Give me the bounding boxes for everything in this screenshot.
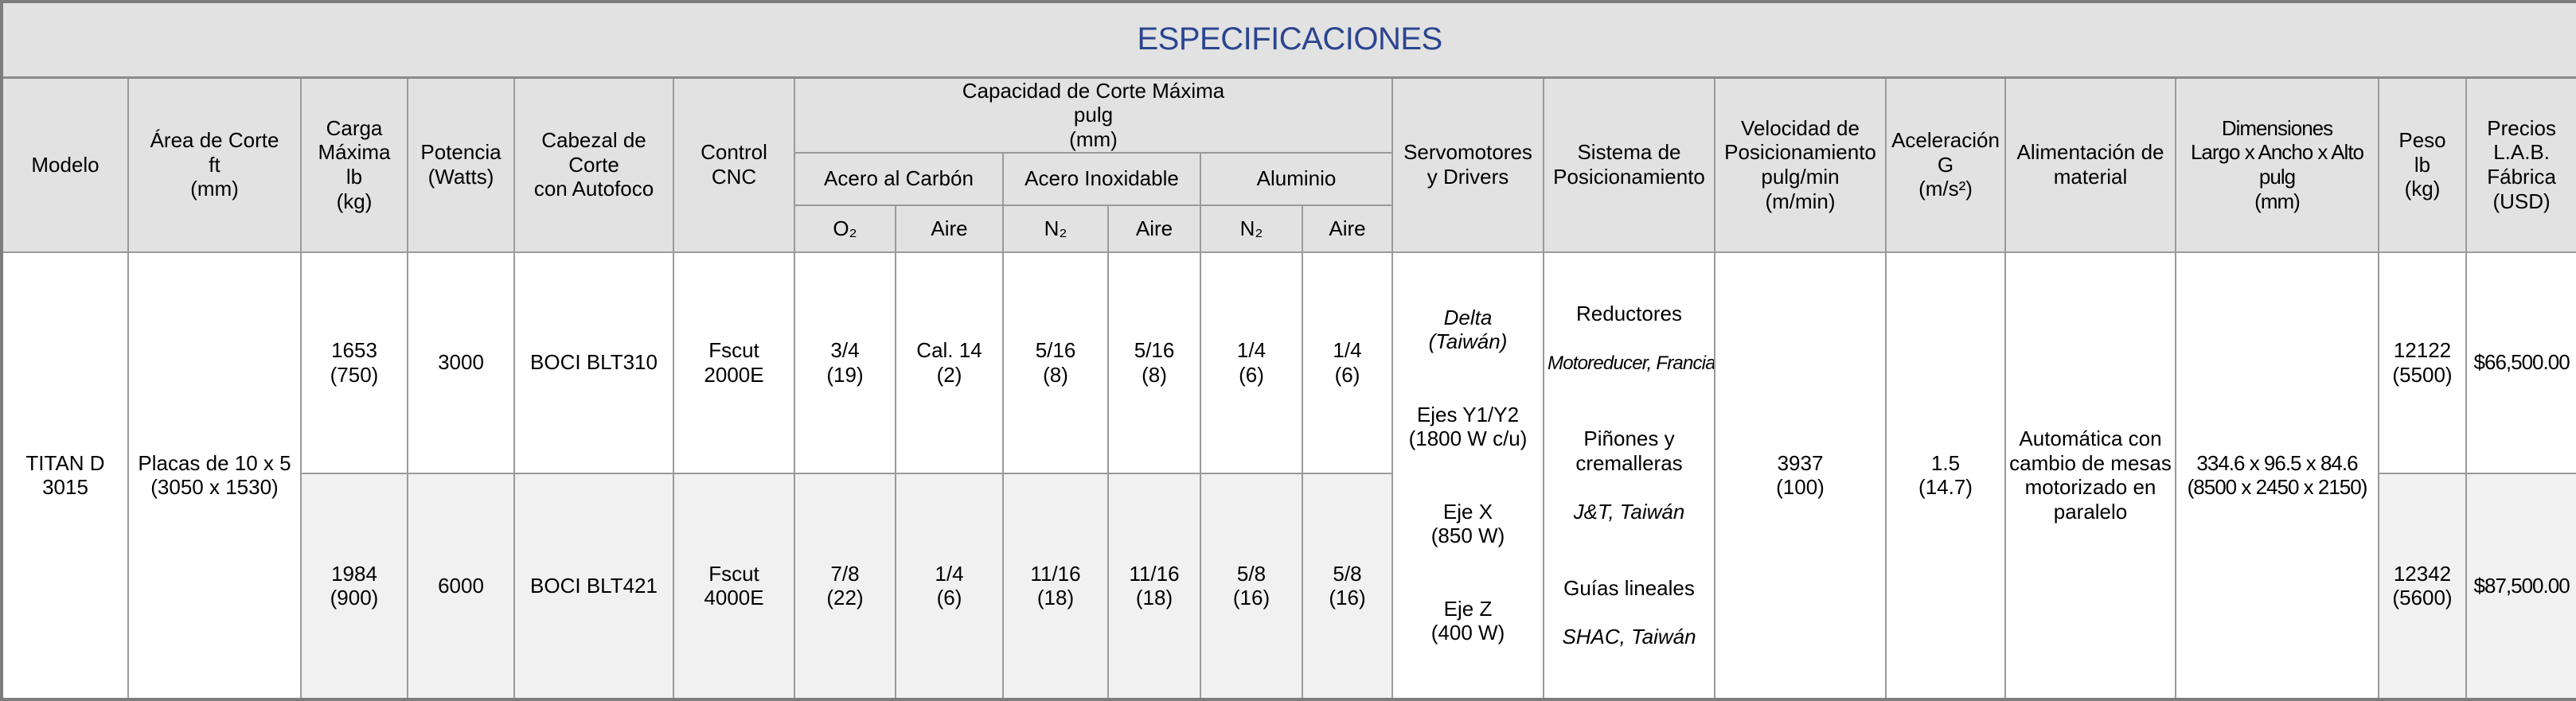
sistema-reductores: Reductores Motoreducer, Francia — [1548, 301, 1715, 375]
cell-aluminio-aire: 1/4 (6) — [1302, 251, 1393, 474]
pinones-brand: J&T, Taiwán — [1573, 500, 1685, 524]
cell-sistema-posicionamiento: Reductores Motoreducer, Francia Piñones … — [1543, 251, 1715, 700]
cell-carbon-aire: Cal. 14 (2) — [895, 251, 1004, 474]
servo-brand: Delta (Taiwán) — [1428, 305, 1508, 354]
cell-dimensiones: 334.6 x 96.5 x 84.6 (8500 x 2450 x 2150) — [2175, 251, 2379, 700]
cell-potencia: 6000 — [407, 472, 515, 700]
cell-cabezal: BOCI BLT421 — [513, 472, 674, 700]
cell-carga-maxima: 1653 (750) — [300, 251, 408, 474]
header-capacidad-group: Capacidad de Corte Máxima pulg (mm) — [794, 76, 1393, 154]
header-aluminio: Aluminio — [1200, 151, 1393, 206]
cell-potencia: 3000 — [407, 251, 515, 474]
servo-eje-z: Eje Z (400 W) — [1430, 596, 1505, 645]
cell-inox-aire: 5/16 (8) — [1107, 251, 1201, 474]
header-potencia: Potencia (Watts) — [407, 76, 515, 253]
header-cabezal-de-corte: Cabezal de Corte con Autofoco — [513, 76, 674, 253]
servomotores-content: Delta (Taiwán) Ejes Y1/Y2 (1800 W c/u) E… — [1396, 281, 1540, 670]
header-acero-al-carbon: Acero al Carbón — [794, 151, 1004, 206]
cell-servomotores: Delta (Taiwán) Ejes Y1/Y2 (1800 W c/u) E… — [1391, 251, 1544, 700]
cell-control-cnc: Fscut 2000E — [673, 251, 795, 474]
cell-aluminio-n2: 5/8 (16) — [1200, 472, 1303, 700]
header-acero-inoxidable: Acero Inoxidable — [1002, 151, 1201, 206]
cell-peso: 12122 (5500) — [2378, 251, 2467, 474]
header-gas-n2-inox: N₂ — [1002, 204, 1109, 253]
page-title: ESPECIFICACIONES — [0, 1, 2576, 79]
cell-aluminio-aire: 5/8 (16) — [1302, 472, 1393, 700]
header-alimentacion-material: Alimentación de material — [2004, 76, 2176, 253]
cell-area-de-corte: Placas de 10 x 5 (3050 x 1530) — [127, 251, 302, 700]
header-gas-aire-aluminio: Aire — [1302, 204, 1393, 253]
servo-eje-x: Eje X (850 W) — [1430, 499, 1505, 548]
header-precios: Precios L.A.B. Fábrica (USD) — [2465, 76, 2576, 253]
cell-precio: $66,500.00 — [2465, 251, 2576, 474]
sistema-guias: Guías lineales SHAC, Taiwán — [1562, 575, 1696, 648]
sistema-content: Reductores Motoreducer, Francia Piñones … — [1548, 277, 1715, 673]
header-aceleracion: Aceleración G (m/s²) — [1885, 76, 2006, 253]
header-modelo: Modelo — [1, 76, 129, 253]
cell-precio: $87,500.00 — [2465, 472, 2576, 700]
cell-carbon-o2: 7/8 (22) — [794, 472, 896, 700]
guias-brand: SHAC, Taiwán — [1562, 624, 1696, 648]
header-peso: Peso lb (kg) — [2378, 76, 2467, 253]
cell-modelo: TITAN D 3015 — [1, 251, 129, 700]
header-gas-aire-inox: Aire — [1107, 204, 1201, 253]
cell-control-cnc: Fscut 4000E — [673, 472, 795, 700]
header-sistema-posicionamiento: Sistema de Posicionamiento — [1543, 76, 1715, 253]
sistema-pinones: Piñones y cremalleras J&T, Taiwán — [1573, 426, 1685, 524]
header-gas-aire-carbon: Aire — [895, 204, 1004, 253]
header-gas-n2-aluminio: N₂ — [1200, 204, 1303, 253]
cell-carbon-o2: 3/4 (19) — [794, 251, 896, 474]
cell-inox-aire: 11/16 (18) — [1107, 472, 1201, 700]
header-gas-o2-carbon: O₂ — [794, 204, 896, 253]
cell-carbon-aire: 1/4 (6) — [895, 472, 1004, 700]
reductores-brand: Motoreducer, Francia — [1548, 352, 1715, 375]
header-control-cnc: Control CNC — [673, 76, 795, 253]
cell-inox-n2: 5/16 (8) — [1002, 251, 1109, 474]
cell-aceleracion: 1.5 (14.7) — [1885, 251, 2006, 700]
header-carga-maxima: Carga Máxima lb (kg) — [300, 76, 408, 253]
cell-cabezal: BOCI BLT310 — [513, 251, 674, 474]
cell-velocidad: 3937 (100) — [1714, 251, 1887, 700]
cell-peso: 12342 (5600) — [2378, 472, 2467, 700]
header-velocidad-posicionamiento: Velocidad de Posicionamiento pulg/min (m… — [1714, 76, 1887, 253]
header-dimensiones: Dimensiones Largo x Ancho x Alto pulg (m… — [2175, 76, 2379, 253]
servo-ejes-y: Ejes Y1/Y2 (1800 W c/u) — [1408, 402, 1528, 451]
cell-aluminio-n2: 1/4 (6) — [1200, 251, 1303, 474]
cell-carga-maxima: 1984 (900) — [300, 472, 408, 700]
header-servomotores: Servomotores y Drivers — [1391, 76, 1544, 253]
header-area-de-corte: Área de Corte ft (mm) — [127, 76, 302, 253]
cell-inox-n2: 11/16 (18) — [1002, 472, 1109, 700]
cell-alimentacion: Automática con cambio de mesas motorizad… — [2004, 251, 2176, 700]
